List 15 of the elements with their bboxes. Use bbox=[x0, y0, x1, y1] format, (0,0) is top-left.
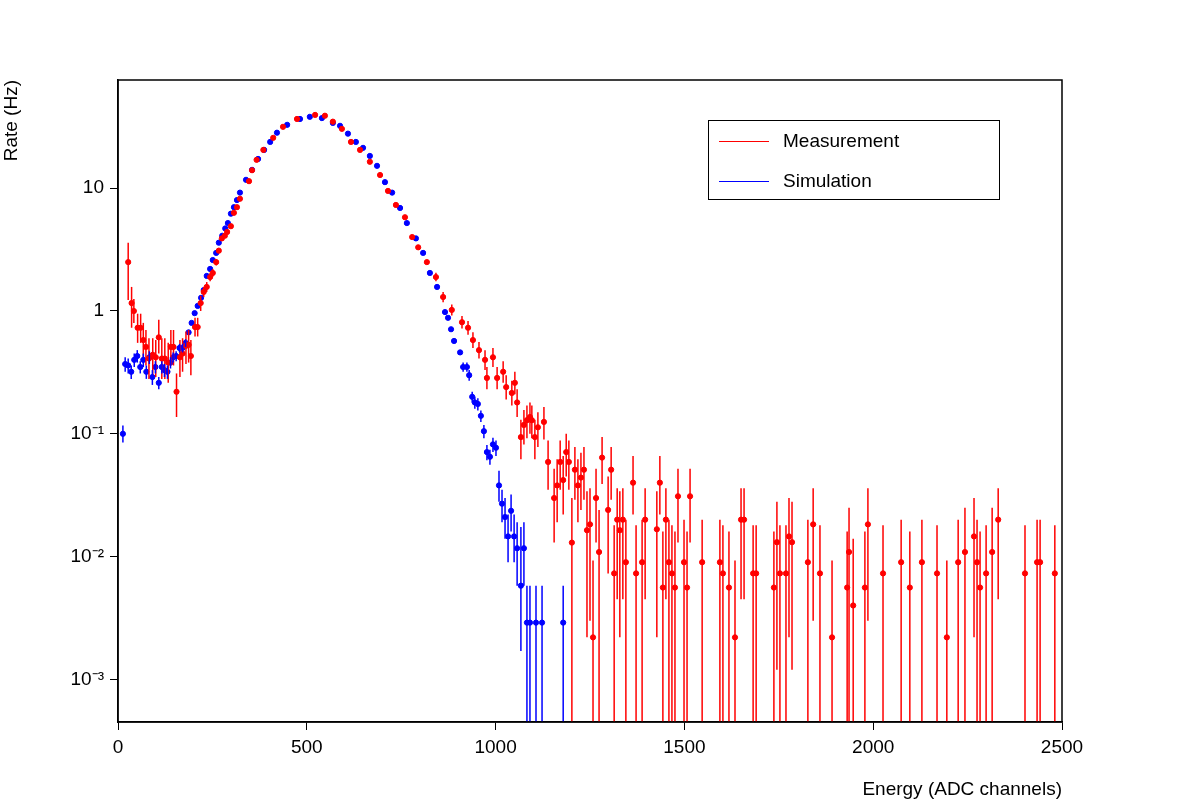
x-tick-label: 2000 bbox=[852, 735, 895, 757]
y-tick-label: 10⁻¹ bbox=[70, 422, 104, 444]
x-tick-label: 2500 bbox=[1040, 735, 1084, 757]
x-tick-label: 500 bbox=[290, 735, 323, 757]
legend-label: Simulation bbox=[783, 170, 872, 192]
y-tick-label: 10⁻² bbox=[70, 544, 104, 566]
legend-label: Measurement bbox=[783, 130, 900, 152]
x-axis-title: Energy (ADC channels) bbox=[862, 777, 1062, 799]
y-tick-label: 10⁻³ bbox=[70, 667, 104, 689]
y-tick-label: 10 bbox=[82, 176, 104, 198]
y-tick-label: 1 bbox=[93, 299, 104, 321]
x-tick-label: 1500 bbox=[663, 735, 706, 757]
x-tick-label: 1000 bbox=[474, 735, 517, 757]
x-tick-label: 0 bbox=[112, 735, 124, 757]
y-axis-title: Rate (Hz) bbox=[0, 80, 21, 162]
